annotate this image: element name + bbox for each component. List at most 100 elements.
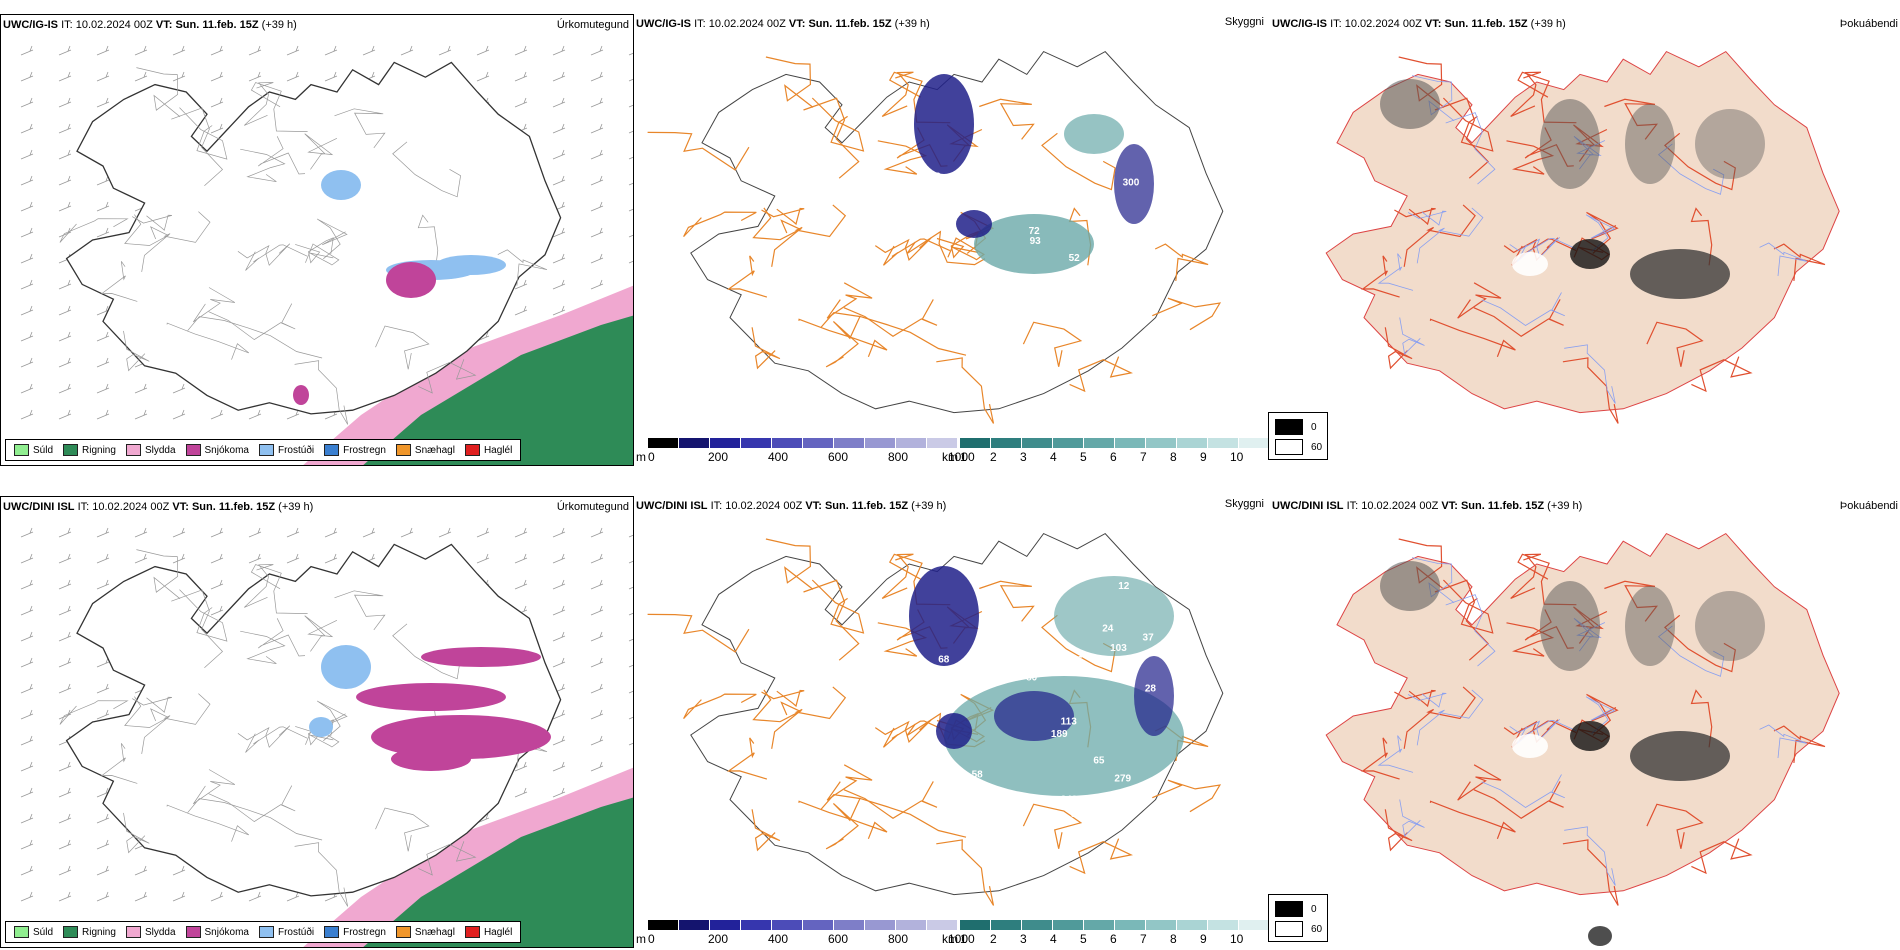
wind-barb [58, 123, 72, 134]
wind-barb [96, 305, 110, 316]
road-line [1360, 255, 1400, 298]
road-line [1416, 689, 1484, 746]
wind-barb [476, 527, 490, 538]
road-line [294, 842, 349, 907]
wind-barb [20, 579, 34, 590]
wind-barb [96, 175, 110, 186]
wind-barb [96, 227, 110, 238]
colorbar-tick-label: 6 [1110, 450, 1117, 464]
wind-barb [362, 45, 376, 56]
wind-barb [552, 175, 566, 186]
road-line [1416, 207, 1484, 264]
road-line [136, 67, 181, 118]
wind-barb [58, 813, 72, 824]
colorbar-tick-label: 400 [768, 932, 789, 946]
road-line [1503, 719, 1559, 744]
wind-barb [552, 305, 566, 316]
wind-barb [628, 104, 633, 108]
fog-index-area [1512, 252, 1548, 276]
road-line [1384, 327, 1413, 370]
panel-header: UWC/IG-IS IT: 10.02.2024 00Z VT: Sun. 11… [3, 19, 297, 31]
precip-legend-label: Haglél [483, 444, 513, 456]
wind-barb [20, 253, 34, 264]
road-line [1773, 725, 1826, 763]
road-line [1377, 735, 1414, 773]
low-visibility-area [1064, 114, 1124, 154]
precip-legend-label: Frostregn [343, 926, 386, 938]
precip-legend-label: Rigning [82, 444, 116, 456]
wind-barb [552, 71, 566, 82]
wind-barb [628, 742, 633, 746]
road-line [245, 244, 308, 271]
wind-barb [514, 279, 528, 290]
road-line [979, 580, 1035, 622]
road-line [132, 214, 172, 231]
road-line [1690, 689, 1713, 748]
iceland-landmass [1325, 50, 1840, 414]
wind-barb [20, 123, 34, 134]
low-visibility-area [1054, 576, 1174, 656]
wind-barb [134, 45, 148, 56]
colorbar-cell [1177, 920, 1208, 930]
visibility-colorbar: km 1 2 3 4 5 6 7 8 9 10 [942, 438, 1270, 466]
fog-index-area [1695, 109, 1765, 179]
colorbar-cell [741, 920, 772, 930]
precip-legend-item: Súld [14, 926, 53, 938]
road-line [1384, 809, 1413, 852]
precip-legend-swatch [258, 926, 274, 938]
precip-legend-swatch [63, 926, 79, 938]
road-line [765, 538, 814, 590]
road-line [418, 359, 477, 394]
wind-barb [96, 383, 110, 394]
road-line [317, 218, 348, 260]
ceiling-value-label: 68 [938, 655, 950, 666]
low-visibility-area [974, 214, 1094, 274]
colorbar-tick-label: 0 [648, 932, 655, 946]
wind-barb [248, 409, 262, 420]
ceiling-value-label: 72 [1075, 298, 1087, 309]
precip-legend-swatch [185, 926, 201, 938]
road-line [1586, 211, 1619, 254]
road-line [1429, 318, 1516, 358]
colorbar-cell [927, 438, 958, 448]
wind-barb [438, 527, 452, 538]
road-line [240, 630, 286, 665]
wind-barb [20, 631, 34, 642]
colorbar-cell [648, 438, 679, 448]
wind-barb [134, 553, 148, 564]
wind-barb [590, 735, 604, 746]
precip-legend-swatch [258, 444, 274, 456]
wind-barb [134, 527, 148, 538]
road-line [208, 785, 296, 823]
precip-legend-item: Snæhagl [395, 444, 455, 456]
road-line [59, 700, 129, 725]
wind-barb [590, 631, 604, 642]
ceiling-value-label: 81 [973, 278, 985, 289]
colorbar-cell [1208, 438, 1239, 448]
colorbar-cell [1146, 920, 1177, 930]
wind-barb [552, 45, 566, 56]
colorbar-unit: m [636, 932, 646, 946]
precip-legend-item: Haglél [464, 444, 513, 456]
road-line [334, 108, 386, 149]
wind-barb [96, 331, 110, 342]
road-line [761, 689, 805, 708]
wind-barb [590, 553, 604, 564]
wind-barb [58, 527, 72, 538]
colorbar-tick-label: 10 [1230, 450, 1244, 464]
fog-index-area [1625, 104, 1675, 184]
low-ceiling-area [1114, 144, 1154, 224]
colorbar-tick-label: 800 [888, 450, 909, 464]
wind-barb [20, 383, 34, 394]
freezing-drizzle-area [309, 717, 333, 737]
colorbar-tick-label: 9 [1200, 450, 1207, 464]
precip-legend-item: Haglél [464, 926, 512, 938]
colorbar-tick-label: 800 [888, 932, 909, 946]
cloud-ceiling-colorbar: m 0 200 400 600 800 1000 [636, 438, 975, 466]
precip-legend-label: Slydda [144, 444, 176, 456]
low-ceiling-area [936, 713, 972, 749]
road-line [1360, 737, 1400, 780]
wind-barb [628, 612, 633, 616]
wind-barb [20, 761, 34, 772]
precip-legend-swatch [464, 444, 480, 456]
